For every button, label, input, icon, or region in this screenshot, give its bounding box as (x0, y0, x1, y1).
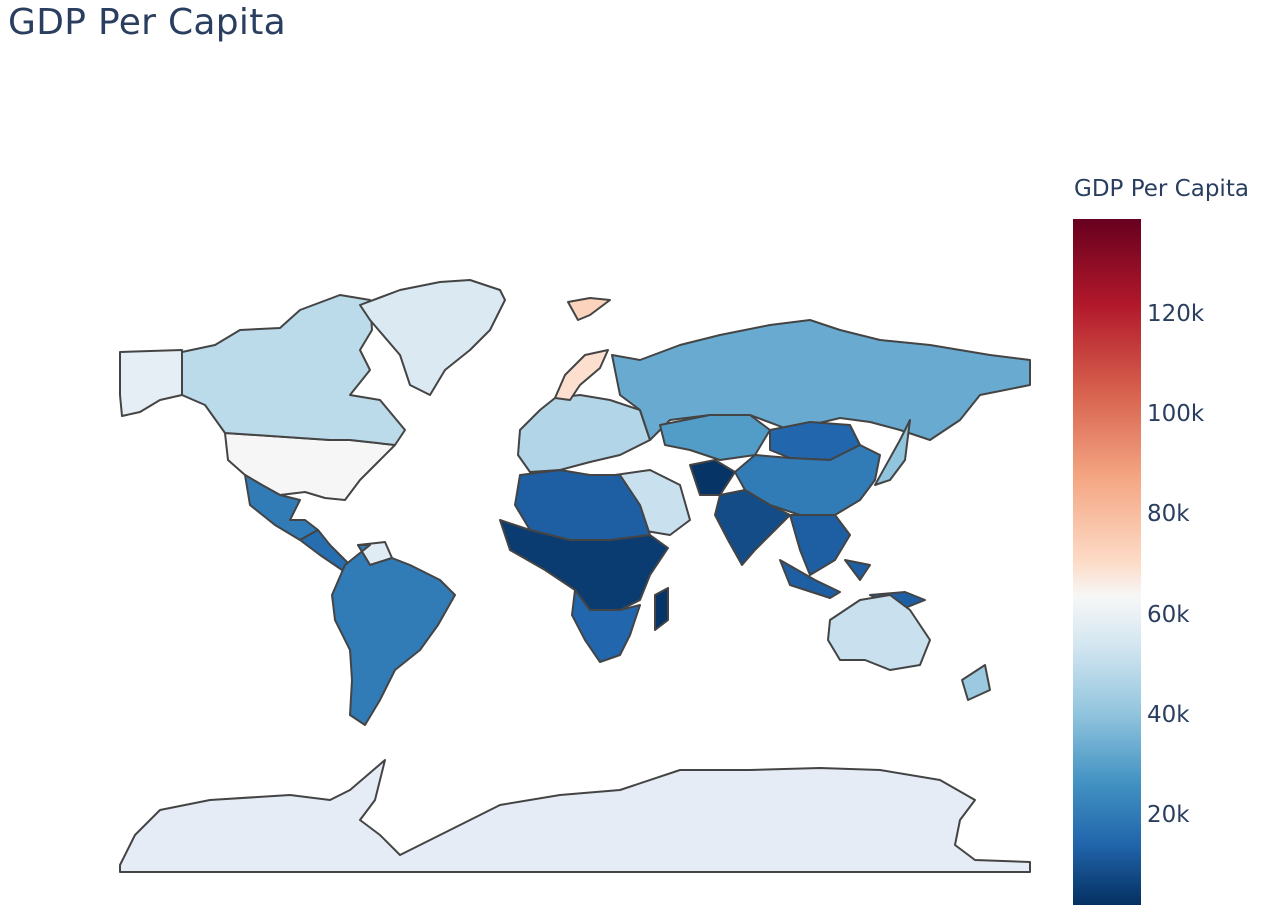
region-sub-saharan-africa[interactable] (499, 519, 669, 611)
region-south-america[interactable] (331, 544, 456, 726)
region-antarctica[interactable] (119, 759, 1031, 873)
region-australia[interactable] (827, 594, 931, 671)
colorbar-tick: 80k (1147, 501, 1190, 528)
region-canada[interactable] (181, 294, 406, 446)
map-regions (119, 279, 1031, 873)
region-central-america[interactable] (299, 529, 351, 573)
region-southern-africa[interactable] (571, 589, 641, 663)
region-western-europe[interactable] (517, 394, 651, 473)
colorbar-title: GDP Per Capita (1074, 176, 1249, 202)
region-greenland[interactable] (359, 279, 506, 396)
colorbar-tick: 20k (1147, 801, 1190, 828)
region-india[interactable] (714, 489, 791, 566)
region-southeast-asia[interactable] (779, 514, 926, 611)
region-alaska[interactable] (119, 349, 183, 417)
region-norway[interactable] (554, 349, 609, 401)
colorbar-tick: 60k (1147, 601, 1190, 628)
region-japan[interactable] (874, 419, 911, 486)
region-russia[interactable] (611, 319, 1031, 441)
colorbar-tick: 120k (1147, 301, 1205, 328)
colorbar (1073, 219, 1141, 905)
chart-title: GDP Per Capita (8, 2, 287, 43)
region-mexico[interactable] (244, 474, 319, 541)
region-new-zealand[interactable] (961, 664, 991, 701)
region-kazakhstan[interactable] (659, 414, 771, 461)
region-madagascar[interactable] (654, 587, 669, 631)
colorbar-tick: 40k (1147, 701, 1190, 728)
region-svalbard[interactable] (567, 297, 611, 321)
colorbar-tick: 100k (1147, 401, 1205, 428)
region-afghanistan[interactable] (689, 459, 736, 496)
